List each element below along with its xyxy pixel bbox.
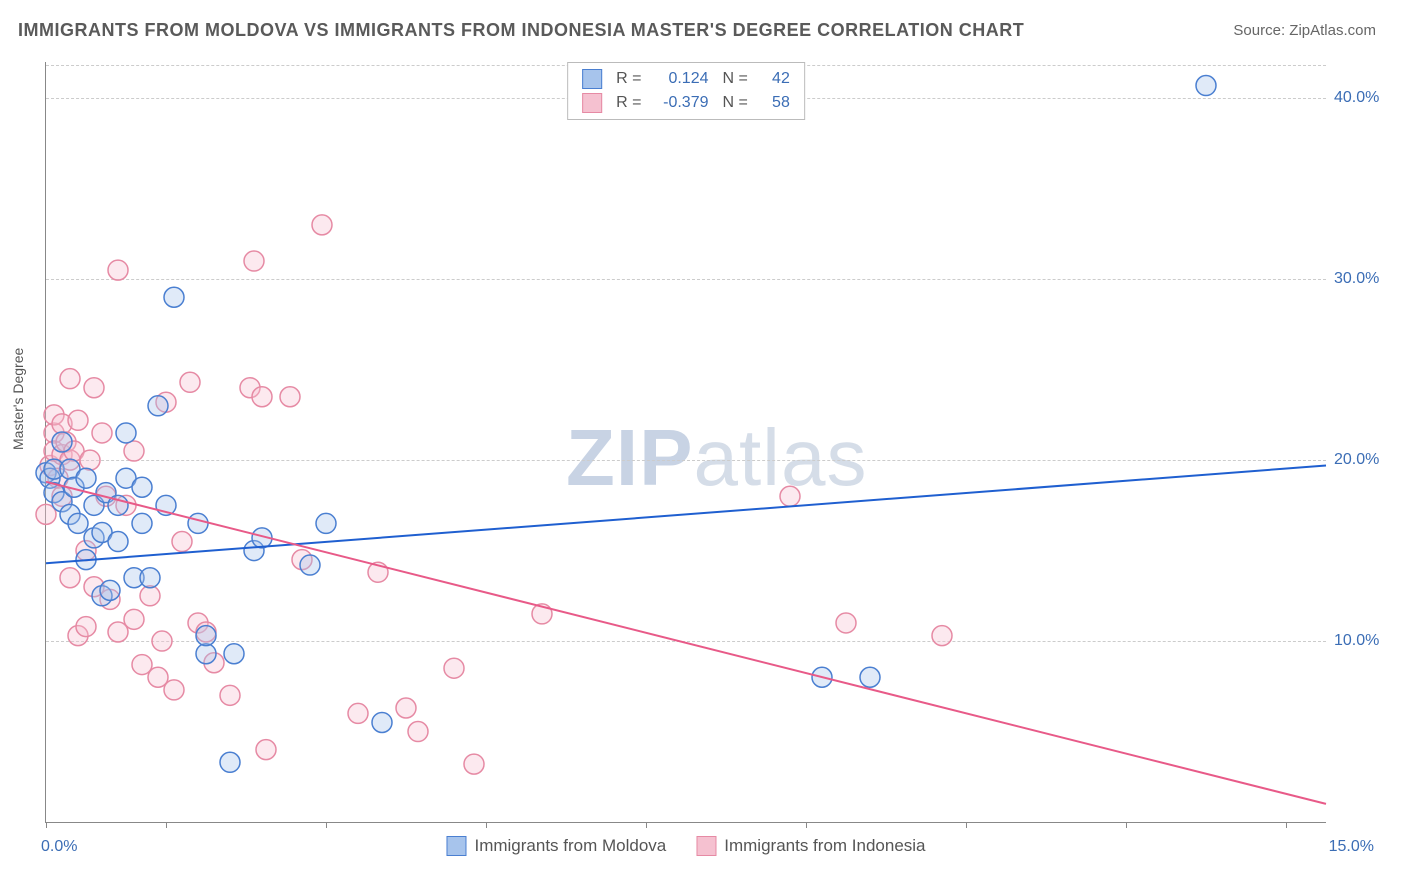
scatter-point [140, 568, 160, 588]
scatter-point [164, 287, 184, 307]
scatter-point [220, 752, 240, 772]
scatter-point [164, 680, 184, 700]
y-axis-label: Master's Degree [10, 348, 26, 450]
swatch-series-1-bottom [446, 836, 466, 856]
swatch-series-2 [582, 93, 602, 113]
legend-row-series-2: R = -0.379 N = 58 [582, 91, 790, 115]
scatter-point [68, 513, 88, 533]
n-label-2: N = [723, 94, 748, 112]
scatter-point [140, 586, 160, 606]
chart-title: IMMIGRANTS FROM MOLDOVA VS IMMIGRANTS FR… [18, 20, 1024, 41]
scatter-point [220, 685, 240, 705]
scatter-point [152, 631, 172, 651]
legend-correlation-box: R = 0.124 N = 42 R = -0.379 N = 58 [567, 62, 805, 120]
scatter-point [108, 532, 128, 552]
scatter-point [124, 441, 144, 461]
legend-item-2: Immigrants from Indonesia [696, 836, 925, 856]
scatter-point [60, 568, 80, 588]
x-tick-mark [646, 822, 647, 828]
x-tick-mark [1126, 822, 1127, 828]
scatter-point [252, 387, 272, 407]
scatter-point [100, 580, 120, 600]
scatter-point [836, 613, 856, 633]
n-value-1: 42 [760, 70, 790, 88]
scatter-point [1196, 76, 1216, 96]
scatter-point [348, 703, 368, 723]
n-label-1: N = [723, 70, 748, 88]
y-tick-label: 20.0% [1334, 451, 1394, 469]
scatter-point [180, 372, 200, 392]
scatter-point [780, 486, 800, 506]
source-label: Source: [1233, 22, 1285, 39]
scatter-point [92, 423, 112, 443]
source-attribution: Source: ZipAtlas.com [1233, 22, 1376, 39]
x-tick-mark [806, 822, 807, 828]
y-tick-label: 30.0% [1334, 270, 1394, 288]
scatter-point [196, 644, 216, 664]
chart-container: IMMIGRANTS FROM MOLDOVA VS IMMIGRANTS FR… [0, 0, 1406, 892]
swatch-series-2-bottom [696, 836, 716, 856]
scatter-point [52, 432, 72, 452]
scatter-point [932, 626, 952, 646]
scatter-point [372, 712, 392, 732]
scatter-point [124, 609, 144, 629]
scatter-point [148, 396, 168, 416]
x-tick-mark [966, 822, 967, 828]
scatter-point [68, 410, 88, 430]
scatter-point [300, 555, 320, 575]
scatter-point [408, 722, 428, 742]
scatter-point [80, 450, 100, 470]
y-tick-label: 10.0% [1334, 632, 1394, 650]
source-name: ZipAtlas.com [1289, 22, 1376, 39]
x-axis-label-right: 15.0% [1329, 838, 1374, 856]
swatch-series-1 [582, 69, 602, 89]
scatter-point [108, 260, 128, 280]
x-axis-label-left: 0.0% [41, 838, 77, 856]
scatter-point [196, 626, 216, 646]
scatter-point [188, 513, 208, 533]
scatter-point [132, 513, 152, 533]
scatter-point [464, 754, 484, 774]
scatter-point [860, 667, 880, 687]
scatter-point [116, 423, 136, 443]
scatter-point [60, 369, 80, 389]
x-tick-mark [46, 822, 47, 828]
scatter-point [396, 698, 416, 718]
scatter-point [256, 740, 276, 760]
x-tick-mark [166, 822, 167, 828]
legend-label-1: Immigrants from Moldova [474, 836, 666, 856]
legend-label-2: Immigrants from Indonesia [724, 836, 925, 856]
scatter-point [76, 468, 96, 488]
plot-area: ZIPatlas 10.0%20.0%30.0%40.0% R = 0.124 … [45, 62, 1326, 823]
r-label-1: R = [616, 70, 641, 88]
r-value-1: 0.124 [654, 70, 709, 88]
scatter-point [76, 617, 96, 637]
legend-item-1: Immigrants from Moldova [446, 836, 666, 856]
x-tick-mark [1286, 822, 1287, 828]
scatter-point [444, 658, 464, 678]
scatter-point [312, 215, 332, 235]
scatter-point [280, 387, 300, 407]
scatter-point [316, 513, 336, 533]
x-tick-mark [326, 822, 327, 828]
scatter-point [132, 477, 152, 497]
r-label-2: R = [616, 94, 641, 112]
scatter-point [244, 251, 264, 271]
trend-line [46, 466, 1326, 564]
scatter-point [224, 644, 244, 664]
legend-row-series-1: R = 0.124 N = 42 [582, 67, 790, 91]
legend-series-names: Immigrants from Moldova Immigrants from … [446, 836, 925, 856]
r-value-2: -0.379 [654, 94, 709, 112]
scatter-point [84, 378, 104, 398]
scatter-svg [46, 62, 1326, 822]
scatter-point [172, 532, 192, 552]
x-tick-mark [486, 822, 487, 828]
y-tick-label: 40.0% [1334, 89, 1394, 107]
n-value-2: 58 [760, 94, 790, 112]
